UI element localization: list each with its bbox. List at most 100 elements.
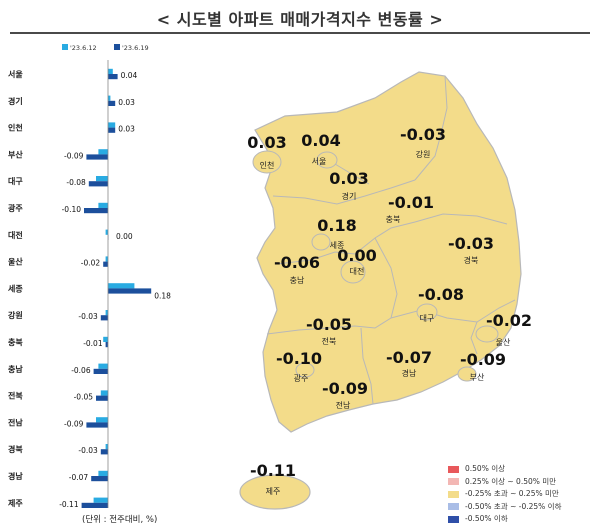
legend-swatch [448,515,459,523]
chart-title: < 시도별 아파트 매매가격지수 변동률 > [156,10,444,29]
legend-label: 0.25% 이상 ~ 0.50% 미만 [465,476,557,486]
legend-item: 0.50% 이상 [448,463,561,476]
legend-label: -0.50% 이하 [465,514,508,523]
bar [88,181,108,187]
region-name: 제주 [266,487,281,496]
category-label: 부산 [8,149,23,159]
bar [98,202,108,208]
legend-item: 0.25% 이상 ~ 0.50% 미만 [448,476,561,489]
bar [103,261,108,267]
data-label: -0.06 [71,366,91,375]
region-value: -0.07 [386,348,432,367]
bar [91,476,108,482]
bar [103,336,108,342]
bar [98,149,108,155]
region-value: 0.03 [329,169,368,188]
region-value: -0.01 [388,193,434,212]
daejeon-shape [340,260,366,284]
category-label: 경남 [8,471,23,481]
region-name: 충북 [386,215,401,224]
data-label: -0.09 [64,419,84,428]
ulsan-shape [475,325,499,343]
bar [105,310,108,316]
region-border [272,179,416,205]
incheon-shape [252,150,282,174]
data-label: -0.05 [74,393,94,402]
region-name: 경북 [464,255,479,265]
bar [84,208,108,214]
data-label: 0.18 [154,291,171,300]
region-name: 충남 [290,276,305,285]
bar [108,283,135,289]
seoul-shape [316,151,338,169]
region-value: -0.05 [306,315,352,334]
bar [100,390,108,396]
region-border [470,321,478,355]
bar [108,95,111,101]
bar [96,395,108,401]
category-label: 경북 [8,444,23,454]
region-name: 전남 [336,400,351,410]
category-label: 울산 [8,257,23,267]
bar [100,449,108,455]
legend-swatch [448,465,459,473]
region-value: 0.03 [247,133,286,152]
legend-swatch [62,44,68,50]
bar [100,315,108,321]
region-border [276,213,508,265]
busan-shape [457,366,477,382]
category-label: 충남 [8,364,23,374]
category-label: 서울 [8,69,23,79]
region-border [334,163,370,185]
title-rule [10,32,590,34]
sejong-shape [311,233,331,251]
bar [86,154,108,160]
gwangju-shape [295,362,315,378]
bar [108,288,152,294]
legend-item: -0.25% 초과 ~ 0.25% 미만 [448,488,561,501]
category-label: 광주 [8,203,23,213]
region-border [374,237,398,319]
region-name: 대구 [420,314,435,323]
data-label: -0.09 [64,151,84,160]
bar [108,74,118,80]
region-name: 전북 [322,336,337,346]
jeju-shape [239,474,311,510]
data-label: -0.10 [62,205,82,214]
bar [105,229,108,235]
region-value: -0.09 [322,379,368,398]
category-label: 경기 [8,96,23,106]
data-label: 0.04 [121,71,138,80]
region-name: 서울 [312,157,327,166]
region-border [266,317,392,335]
category-label: 전남 [8,417,23,427]
legend-label: -0.50% 초과 ~ -0.25% 이하 [465,501,562,511]
region-value: -0.11 [250,461,296,480]
category-label: 제주 [8,498,23,508]
data-label: -0.01 [83,339,103,348]
bar [105,342,108,348]
region-name: 울산 [496,337,511,347]
bar [108,100,116,106]
category-label: 충북 [8,337,23,347]
bar [98,470,108,476]
data-label: 0.03 [118,98,135,107]
region-name: 부산 [470,372,485,382]
bar [108,122,116,128]
region-name: 인천 [260,160,275,170]
legend-label: 0.50% 이상 [465,464,506,473]
region-border [390,299,516,323]
region-name: 경남 [402,368,417,378]
legend-item: -0.50% 이하 [448,513,561,526]
region-name: 광주 [294,373,309,383]
bar [96,417,108,423]
bar [93,497,108,503]
region-value: -0.10 [276,349,322,368]
region-value: 0.00 [337,246,376,265]
data-label: -0.11 [59,500,79,509]
bar [105,444,108,450]
region-value: -0.03 [400,125,446,144]
data-label: 0.03 [118,125,135,134]
category-label: 세종 [8,283,23,293]
